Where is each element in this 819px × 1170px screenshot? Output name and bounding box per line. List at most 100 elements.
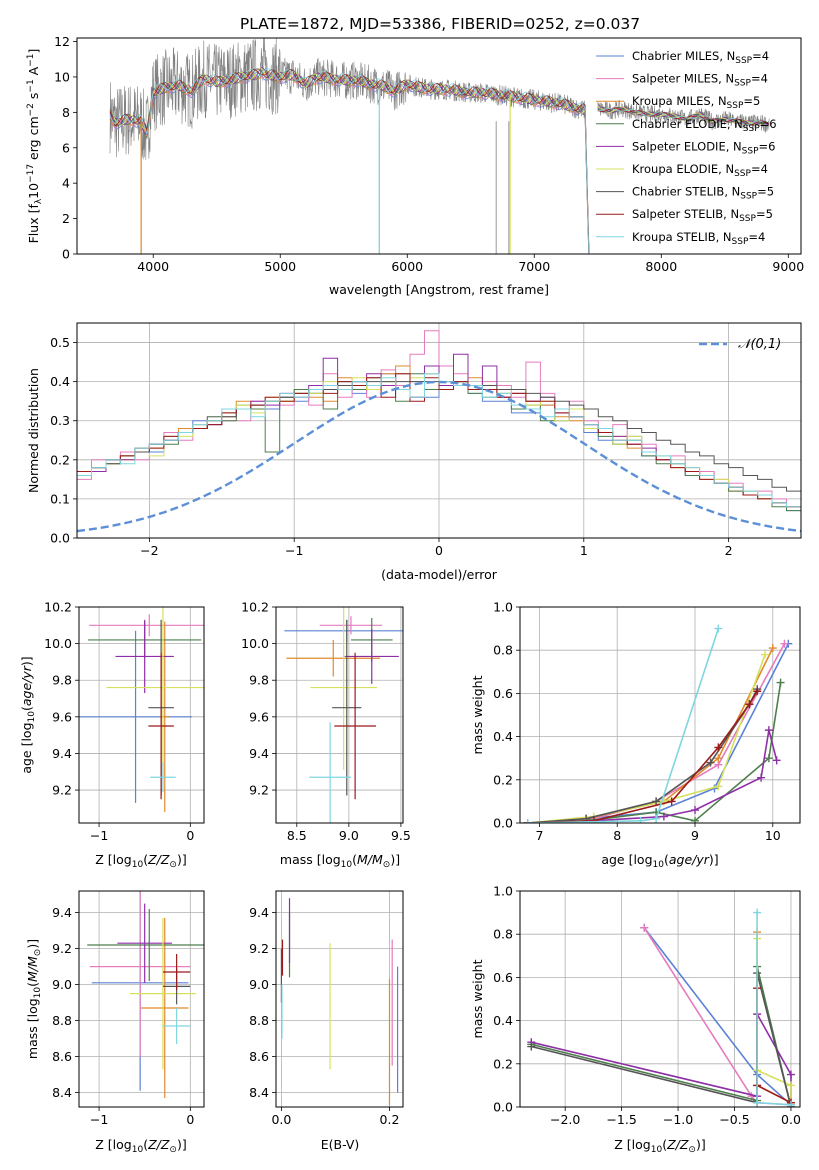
legend-label: Chabrier MILES, NSSP=4: [632, 49, 769, 66]
data-point: [714, 754, 723, 763]
histogram-salpeter-stelib: [77, 373, 801, 512]
data-point: [780, 639, 789, 648]
y-tick-label: 9.4: [52, 746, 72, 761]
errorbar-salpeter-stelib: [148, 652, 174, 800]
y-tick-label: 8.8: [249, 1013, 269, 1028]
x-tick-label: −2.0: [550, 1112, 580, 1127]
y-tick-label: 8.4: [52, 1085, 72, 1100]
axes-z-mass-weight: −2.0 −1.5 −1.0 −0.5 0.0 0.0 0.2 0.4 0.6 0.8 1.0 Z […: [470, 884, 801, 1156]
errorbar-kroupa-stelib: [162, 1008, 191, 1044]
y-tick-label: 8: [62, 105, 70, 120]
series-chabrier-miles: [640, 923, 795, 1107]
plot-area-mass-age: [284, 607, 403, 823]
x-tick-label: 0: [186, 1112, 194, 1127]
y-tick-label: 0.1: [50, 491, 70, 506]
x-axis-label: E(B-V): [321, 1137, 360, 1152]
normal-curve: [77, 380, 801, 533]
plot-area-spectrum: [109, 38, 770, 254]
series-line: [531, 972, 792, 1107]
series-line: [531, 966, 792, 1107]
data-point: [667, 797, 676, 806]
y-tick-label: 0.8: [493, 927, 513, 942]
residual-legend: 𝒩(0,1): [699, 337, 781, 352]
errorbar-kroupa-elodie: [106, 607, 204, 780]
errorbar-kroupa-stelib: [150, 762, 176, 792]
x-tick-label: −1.5: [606, 1112, 636, 1127]
data-point: [714, 624, 723, 633]
errorbar-kroupa-miles: [286, 639, 381, 677]
axes-frame: [519, 890, 801, 1108]
x-axis-label: (data-model)/error: [381, 567, 498, 582]
axes-frame: [78, 890, 205, 1108]
x-tick-label: −2: [140, 543, 158, 558]
histogram-chabrier-elodie: [77, 373, 801, 512]
data-point: [764, 726, 773, 735]
axes-residuals: −2 −1 0 1 2 0.0 0.1 0.2 0.3 0.4 0.5 𝒩(0,1) (data-mod…: [26, 322, 802, 582]
legend-label: Kroupa STELIB, NSSP=4: [632, 230, 765, 247]
series-kroupa-stelib: [753, 908, 795, 1107]
errorbar-chabrier-elodie: [87, 909, 204, 981]
legend-label: Salpeter ELODIE, NSSP=6: [632, 139, 775, 156]
y-tick-label: 0.4: [50, 374, 70, 389]
axes-frame: [78, 606, 205, 824]
y-tick-label: 10.0: [241, 636, 269, 651]
y-tick-label: 0.6: [493, 686, 513, 701]
series-chabrier-elodie: [527, 962, 795, 1107]
series-salpeter-elodie: [527, 1010, 795, 1107]
y-tick-label: 0.4: [493, 729, 513, 744]
y-tick-label: 9.4: [249, 746, 269, 761]
errorbar-salpeter-miles: [89, 891, 191, 1057]
x-axis-label: Z [log10(Z/Z⊙)]: [95, 852, 186, 870]
plot-area-z-mass: [87, 891, 204, 1098]
x-axis-label: age [log10(age/yr)]: [601, 852, 718, 870]
y-tick-label: 4: [62, 176, 70, 191]
y-tick-label: 9.4: [52, 905, 72, 920]
data-point: [764, 754, 773, 763]
plot-area-residuals: [77, 330, 801, 533]
model-fit-line: [109, 68, 770, 254]
x-tick-label: −1: [90, 1112, 108, 1127]
errorbar-salpeter-miles: [89, 614, 204, 637]
data-point: [768, 644, 777, 653]
y-tick-label: 0.2: [493, 1056, 513, 1071]
y-tick-label: 10: [54, 69, 70, 84]
data-point: [589, 816, 598, 823]
x-tick-label: 8: [613, 828, 621, 843]
errorbar-kroupa-elodie: [130, 918, 196, 1070]
y-tick-label: 1.0: [493, 884, 513, 899]
histogram-kroupa-stelib: [77, 373, 801, 512]
spectrum-legend: Chabrier MILES, NSSP=4 Salpeter MILES, NS…: [596, 49, 777, 247]
errorbar-kroupa-miles: [160, 621, 170, 813]
y-tick-label: 9.2: [52, 941, 72, 956]
x-axis-label: mass [log10(M/M⊙)]: [280, 852, 400, 870]
errorbar-kroupa-stelib: [309, 722, 351, 823]
x-tick-label: 7000: [518, 259, 550, 274]
y-tick-label: 9.8: [52, 673, 72, 688]
axes-frame: [76, 322, 802, 539]
y-tick-label: 10.2: [44, 600, 72, 615]
y-tick-label: 0.2: [50, 452, 70, 467]
y-tick-label: 0.0: [493, 1100, 513, 1115]
y-tick-label: 10.0: [44, 636, 72, 651]
y-tick-label: 8.8: [52, 1013, 72, 1028]
chart-layer: 4000 5000 6000 7000 8000 9000024681012Chabrie…: [19, 34, 804, 1156]
y-tick-label: 8.4: [249, 1085, 269, 1100]
histogram-salpeter-miles: [77, 330, 801, 512]
y-tick-label: 0.6: [493, 970, 513, 985]
x-tick-label: 0.0: [271, 1112, 291, 1127]
x-tick-label: 8000: [645, 259, 677, 274]
series-kroupa-miles: [523, 644, 777, 823]
legend-label: 𝒩(0,1): [738, 337, 781, 352]
y-tick-label: 0.0: [493, 816, 513, 831]
y-axis-label: mass weight: [470, 959, 485, 1038]
x-tick-label: −1: [90, 828, 108, 843]
model-fit-line: [109, 68, 770, 250]
x-tick-label: 8.5: [287, 828, 307, 843]
x-axis-label: Z [log10(Z/Z⊙)]: [614, 1137, 705, 1155]
data-point: [640, 923, 649, 932]
data-point: [691, 806, 699, 815]
errorbar-salpeter-stelib: [162, 954, 191, 990]
x-tick-label: 0.2: [380, 1112, 400, 1127]
x-tick-label: 6000: [391, 259, 423, 274]
data-point: [527, 1042, 536, 1051]
